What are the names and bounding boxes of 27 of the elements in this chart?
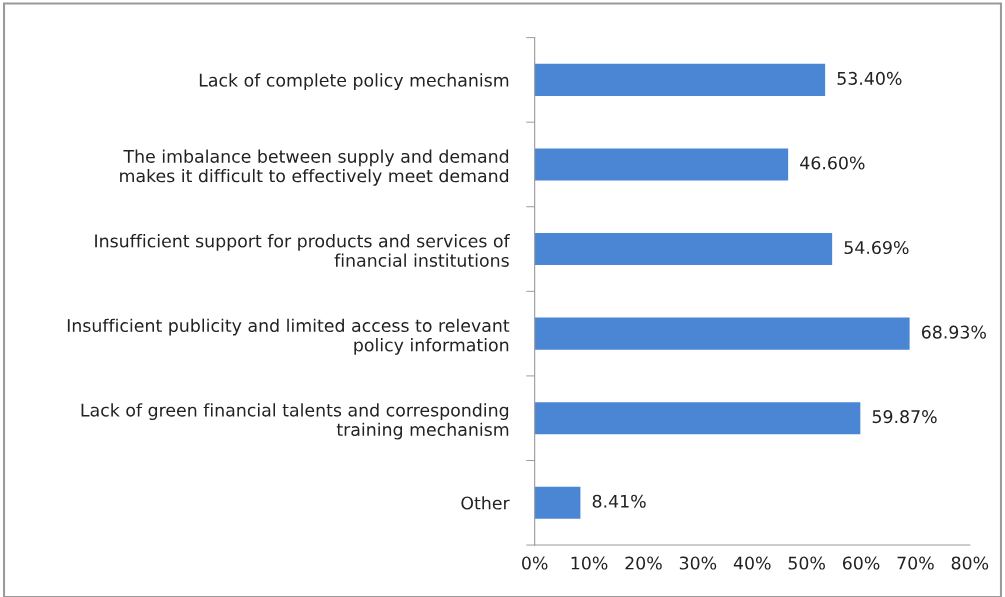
x-tick-label: 30% bbox=[679, 556, 717, 570]
data-label: 8.41% bbox=[592, 494, 646, 508]
x-tick-label: 60% bbox=[842, 556, 880, 570]
x-tick-label: 40% bbox=[733, 556, 771, 570]
bar bbox=[534, 486, 581, 519]
data-label: 53.40% bbox=[837, 71, 902, 85]
data-label: 54.69% bbox=[844, 240, 909, 255]
y-tick-label: Lack of complete policy mechanism bbox=[199, 73, 509, 91]
x-tick-label: 50% bbox=[788, 556, 825, 570]
data-label: 59.87% bbox=[872, 410, 937, 424]
x-tick-label: 80% bbox=[951, 556, 989, 570]
bar bbox=[534, 232, 833, 266]
x-tick-label: 70% bbox=[897, 556, 934, 570]
y-tick-label: Insufficient publicity and limited access to relevant policy information bbox=[67, 318, 510, 355]
x-tick-label: 20% bbox=[625, 556, 662, 570]
x-tick-label: 10% bbox=[571, 556, 608, 570]
y-tick-label: Other bbox=[461, 496, 510, 510]
y-tick-label: Insufficient support for products and services of financial institutions bbox=[95, 234, 510, 267]
y-tick-label: The imbalance between supply and demand makes it difficult to effectively meet demand bbox=[120, 149, 509, 186]
data-label: 68.93% bbox=[921, 325, 986, 339]
x-tick-label: 0% bbox=[522, 556, 548, 570]
data-label: 46.60% bbox=[800, 156, 865, 170]
bar bbox=[534, 148, 789, 181]
bar bbox=[534, 63, 826, 96]
bar bbox=[534, 402, 861, 435]
y-tick-label: Lack of green financial talents and corresponding training mechanism bbox=[81, 403, 509, 440]
bar bbox=[534, 317, 910, 350]
